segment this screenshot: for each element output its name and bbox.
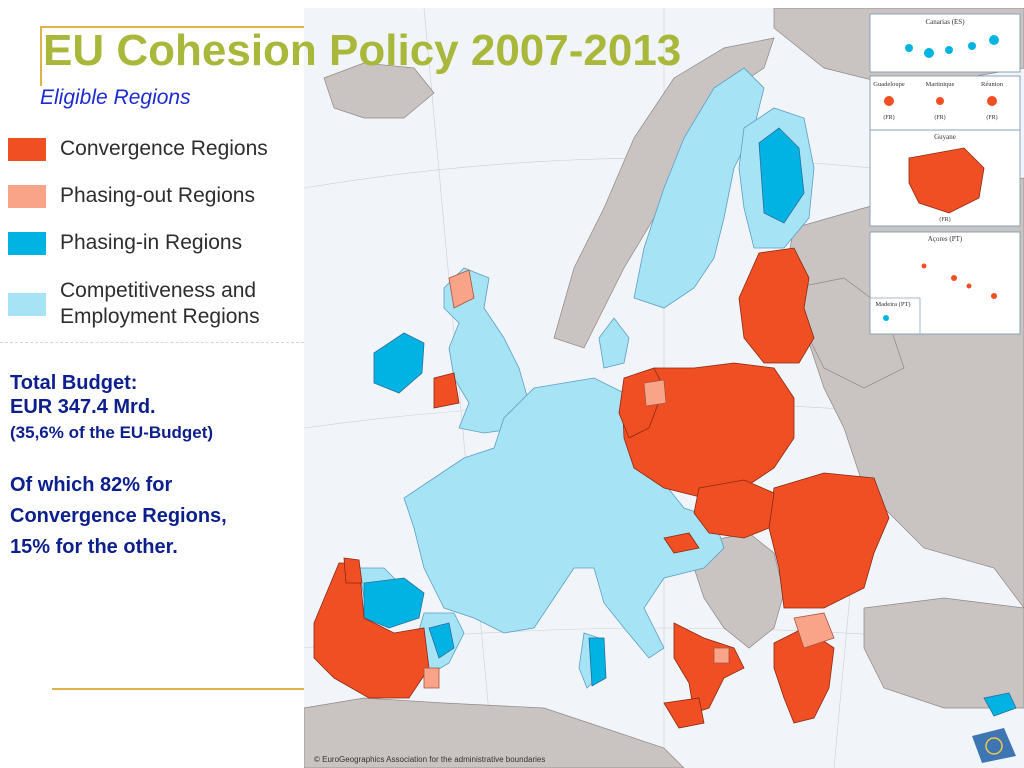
region-denmark — [598, 317, 630, 369]
inset-guyane-fr: (FR) — [939, 216, 950, 223]
non-eu-balkans — [693, 532, 785, 649]
region-italy-basilicata — [713, 647, 730, 664]
budget-amount: EUR 347.4 Mrd. — [10, 396, 156, 418]
budget-breakdown-line1: Of which 82% for — [10, 474, 173, 496]
legend-label-competitiveness: Competitiveness and Employment Regions — [60, 278, 260, 330]
region-wales-west — [433, 372, 460, 409]
legend: Convergence Regions Phasing-out Regions … — [0, 124, 304, 343]
inset-madeira-island — [883, 315, 889, 321]
inset-guyane-territory — [908, 147, 985, 214]
inset-martinique-fr: (FR) — [934, 114, 945, 121]
region-cyprus — [983, 692, 1017, 717]
eurogeographics-logo — [972, 728, 1016, 763]
region-sardinia — [588, 637, 607, 687]
phasing-in-regions — [363, 127, 1017, 717]
region-spain-murcia — [423, 667, 440, 689]
page-subtitle: Eligible Regions — [40, 86, 191, 109]
non-eu-turkey — [863, 597, 1024, 709]
inset-canarias-islands — [905, 35, 999, 58]
legend-label-phasing-out: Phasing-out Regions — [60, 184, 255, 207]
legend-item-phasing-out: Phasing-out Regions — [8, 183, 255, 209]
inset-reunion-label: Réunion — [981, 81, 1004, 88]
title-decor-line — [40, 26, 305, 28]
region-ireland — [373, 332, 425, 394]
page-title: EU Cohesion Policy 2007-2013 — [43, 26, 682, 75]
region-sweden — [633, 67, 765, 309]
budget-share: (35,6% of the EU-Budget) — [10, 423, 214, 442]
eligibility-map: Canarias (ES) Guadeloupe Martinique Réun… — [304, 8, 1024, 768]
budget-heading: Total Budget: — [10, 372, 138, 394]
legend-swatch-phasing-out — [8, 184, 46, 208]
insets: Canarias (ES) Guadeloupe Martinique Réun… — [869, 13, 1021, 335]
inset-canarias-label: Canarias (ES) — [925, 18, 965, 26]
budget-breakdown-line2: Convergence Regions, — [10, 505, 227, 527]
inset-reunion-island — [987, 96, 997, 106]
inset-guadeloupe-fr: (FR) — [883, 114, 894, 121]
legend-item-convergence: Convergence Regions — [8, 136, 268, 162]
legend-label-competitiveness-line1: Competitiveness and — [60, 279, 257, 302]
legend-swatch-phasing-in — [8, 231, 46, 255]
region-greece-north — [793, 612, 835, 649]
non-eu-iceland — [323, 62, 435, 119]
inset-azores-madeira-box — [869, 231, 1021, 335]
title-decor-vline — [40, 28, 42, 86]
region-germany-phasing — [643, 379, 667, 407]
region-valencia — [428, 622, 455, 659]
region-romania-bulgaria — [768, 472, 890, 609]
legend-label-phasing-in: Phasing-in Regions — [60, 231, 243, 254]
region-hungary-slovakia — [693, 479, 775, 539]
region-galicia — [343, 557, 363, 584]
inset-martinique-label: Martinique — [926, 81, 955, 88]
phasing-out-regions — [423, 269, 835, 689]
inset-madeira-label: Madeira (PT) — [875, 301, 910, 308]
inset-guadeloupe-label: Guadeloupe — [873, 81, 905, 88]
region-italy-south — [673, 622, 745, 714]
legend-label-competitiveness-line2: Employment Regions — [60, 305, 260, 328]
legend-swatch-competitiveness — [8, 292, 46, 316]
legend-item-competitiveness: Competitiveness and Employment Regions — [8, 278, 260, 330]
inset-reunion-fr: (FR) — [986, 114, 997, 121]
budget-breakdown: Of which 82% for Convergence Regions, 15… — [10, 470, 298, 563]
footer-decor-line — [52, 688, 307, 690]
inset-martinique-island — [936, 97, 944, 105]
region-sicily — [663, 697, 705, 729]
inset-acores-label: Açores (PT) — [928, 235, 963, 243]
legend-swatch-convergence — [8, 137, 46, 161]
budget-summary: Total Budget: EUR 347.4 Mrd. (35,6% of t… — [10, 371, 298, 563]
legend-label-convergence: Convergence Regions — [60, 137, 268, 160]
non-eu-africa — [304, 697, 685, 768]
inset-guadeloupe-island — [884, 96, 894, 106]
region-baltics — [738, 247, 815, 364]
inset-guyane-label: Guyane — [934, 133, 956, 141]
legend-item-phasing-in: Phasing-in Regions — [8, 230, 242, 256]
budget-breakdown-line3: 15% for the other. — [10, 536, 178, 558]
region-finland-east — [758, 127, 805, 224]
region-slovenia — [663, 532, 700, 554]
map-credit: © EuroGeographics Association for the ad… — [314, 755, 546, 764]
region-scotland-highlands — [448, 269, 475, 309]
inset-acores-islands — [921, 263, 997, 299]
